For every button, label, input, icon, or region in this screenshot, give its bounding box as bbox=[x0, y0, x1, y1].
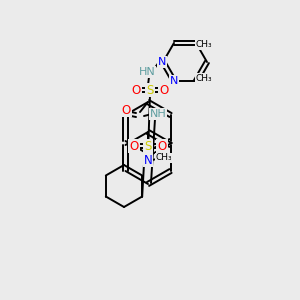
Text: NH: NH bbox=[150, 109, 166, 119]
Text: HN: HN bbox=[139, 67, 155, 77]
Text: N: N bbox=[158, 57, 166, 67]
Text: CH₃: CH₃ bbox=[196, 40, 212, 50]
Text: S: S bbox=[144, 140, 152, 152]
Text: N: N bbox=[144, 154, 152, 166]
Text: CH₃: CH₃ bbox=[196, 74, 212, 82]
Text: O: O bbox=[131, 83, 141, 97]
Text: S: S bbox=[146, 83, 154, 97]
Text: O: O bbox=[159, 83, 169, 97]
Text: N: N bbox=[170, 76, 178, 86]
Text: O: O bbox=[129, 140, 139, 152]
Text: O: O bbox=[122, 103, 130, 116]
Text: CH₃: CH₃ bbox=[156, 154, 172, 163]
Text: O: O bbox=[158, 140, 166, 152]
